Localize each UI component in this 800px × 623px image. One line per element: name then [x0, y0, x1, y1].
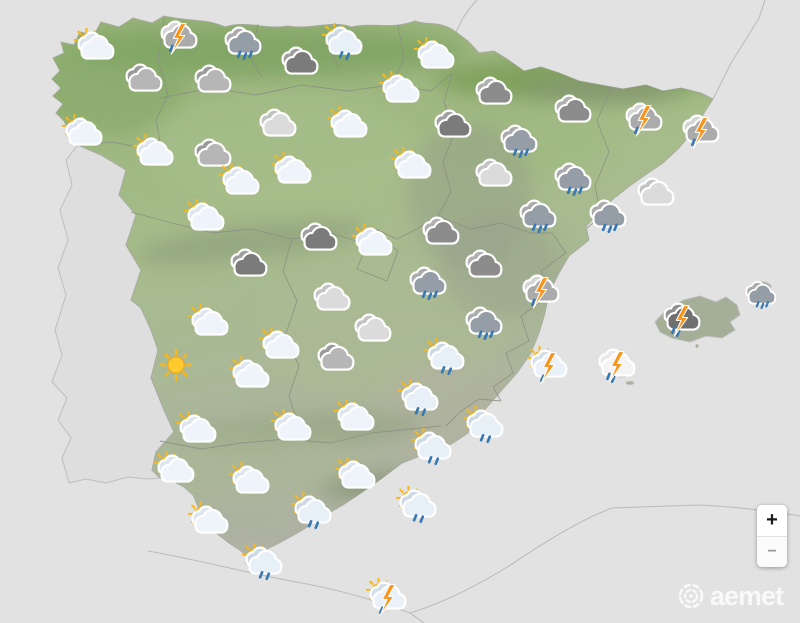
- weather-icon-partly-cloudy-rain: [394, 486, 440, 524]
- weather-icon-partly-cloudy: [152, 451, 198, 489]
- weather-icon-cloudy-light: [254, 105, 300, 143]
- weather-icon-partly-cloudy-rain: [320, 23, 366, 61]
- weather-icon-cloudy: [312, 339, 358, 377]
- weather-icon-cloudy-light: [632, 174, 678, 212]
- weather-icon-cloudy-light: [470, 155, 516, 193]
- zoom-in-button[interactable]: +: [757, 505, 787, 537]
- weather-icon-snow: [417, 213, 463, 251]
- weather-icon-cloudy-light: [308, 279, 354, 317]
- weather-icon-cloudy: [189, 61, 235, 99]
- weather-icon-partly-cloudy: [60, 114, 106, 152]
- weather-icon-snow: [470, 73, 516, 111]
- weather-icon-storm: [677, 111, 723, 149]
- weather-icon-partly-cloudy: [72, 28, 118, 66]
- weather-icon-cloudy: [189, 135, 235, 173]
- weather-icon-partly-cloudy: [332, 399, 378, 437]
- weather-icon-partly-cloudy: [182, 199, 228, 237]
- weather-icon-partly-cloudy-rain: [409, 428, 455, 466]
- weather-icon-partly-cloudy: [269, 409, 315, 447]
- weather-icon-rain: [495, 121, 541, 159]
- weather-icon-partly-cloudy-storm: [364, 578, 410, 616]
- weather-icon-storm-light: [593, 345, 639, 383]
- weather-icon-snow: [549, 91, 595, 129]
- weather-icon-partly-cloudy: [186, 304, 232, 342]
- weather-icon-storm-dark: [658, 299, 704, 337]
- weather-icon-rain: [549, 159, 595, 197]
- weather-icon-partly-cloudy: [350, 224, 396, 262]
- weather-icon-cloudy: [120, 60, 166, 98]
- weather-icon-partly-cloudy: [217, 163, 263, 201]
- weather-icon-storm: [155, 17, 201, 55]
- weather-icon-partly-cloudy-rain: [422, 338, 468, 376]
- weather-icon-rain: [584, 196, 630, 234]
- weather-icon-partly-cloudy: [227, 356, 273, 394]
- weather-icon-rain: [514, 196, 560, 234]
- weather-icon-cloudy-dark: [225, 245, 271, 283]
- weather-icon-rain: [219, 23, 265, 61]
- weather-icon-partly-cloudy: [257, 327, 303, 365]
- weather-icon-cloudy-dark: [429, 106, 475, 144]
- weather-icon-partly-cloudy: [325, 106, 371, 144]
- weather-icon-partly-cloudy: [186, 502, 232, 540]
- weather-icon-partly-cloudy-rain: [461, 406, 507, 444]
- weather-icon-partly-cloudy: [389, 147, 435, 185]
- weather-icon-cloudy-light: [349, 310, 395, 348]
- weather-icon-partly-cloudy: [174, 411, 220, 449]
- weather-icon-partly-cloudy-storm: [525, 346, 571, 384]
- zoom-control: + −: [757, 505, 787, 567]
- weather-icon-partly-cloudy-rain: [240, 543, 286, 581]
- weather-icon-partly-cloudy: [227, 462, 273, 500]
- weather-icon-partly-cloudy: [131, 134, 177, 172]
- weather-icon-snow: [460, 246, 506, 284]
- weather-icon-partly-cloudy: [377, 71, 423, 109]
- weather-icon-rain: [404, 263, 450, 301]
- weather-icon-rain: [460, 303, 506, 341]
- weather-icon-cloudy-dark: [295, 219, 341, 257]
- weather-icon-partly-cloudy: [269, 152, 315, 190]
- weather-icon-sunny: [153, 346, 199, 384]
- weather-icon-storm: [620, 99, 666, 137]
- weather-icon-partly-cloudy-rain: [396, 379, 442, 417]
- weather-icon-partly-cloudy: [412, 37, 458, 75]
- weather-icon-cloudy-dark: [276, 43, 322, 81]
- zoom-out-button[interactable]: −: [757, 536, 787, 567]
- weather-icon-storm: [517, 271, 563, 309]
- weather-icon-partly-cloudy: [333, 457, 379, 495]
- weather-icon-partly-cloudy-rain: [289, 492, 335, 530]
- weather-icon-rain: [741, 278, 779, 310]
